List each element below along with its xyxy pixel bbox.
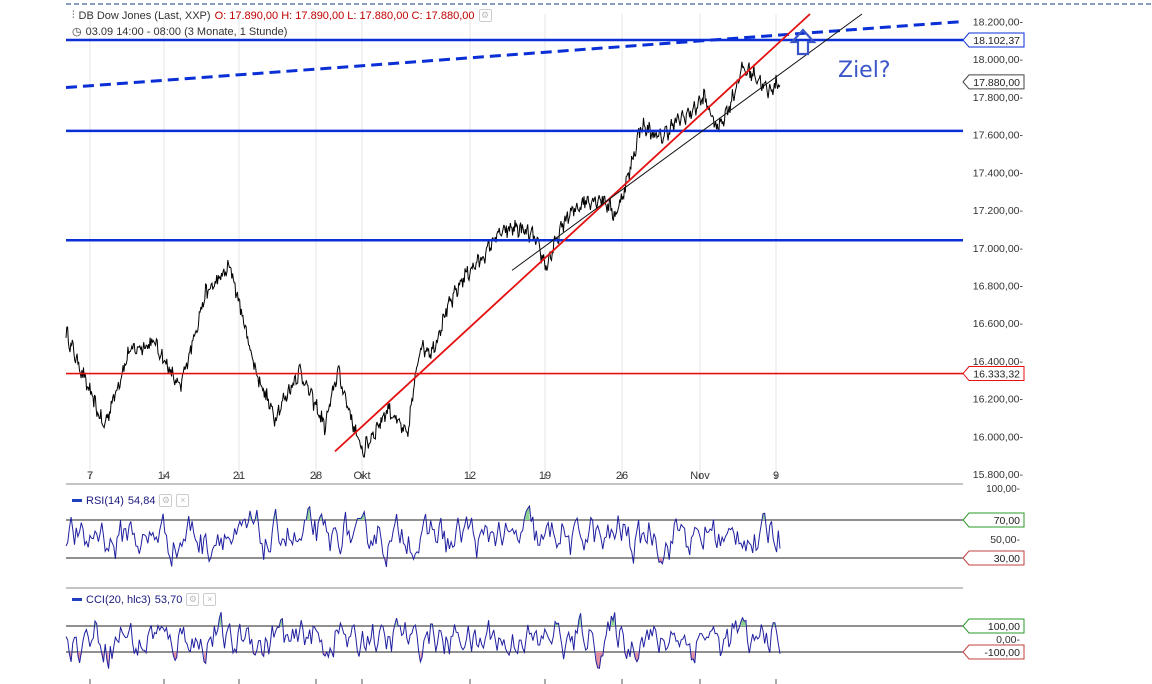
rsi-title: RSI(14) xyxy=(86,494,124,507)
x-tick-label: Okt xyxy=(353,470,370,482)
ohlc-label: O: 17.890,00 H: 17.890,00 L: 17.880,00 C… xyxy=(214,9,475,22)
cci-header: CCI(20, hlc3) 53,70 ⚙ × xyxy=(72,593,217,606)
price-panel-header: ⫶ DB Dow Jones (Last, XXP) O: 17.890,00 … xyxy=(72,9,492,22)
cci-tick-0: 0,00- xyxy=(996,634,1020,646)
cci-settings-icon[interactable]: ⚙ xyxy=(186,593,200,606)
dashed-trend-line xyxy=(65,20,964,90)
y-tick-label: 16.000,00- xyxy=(973,431,1024,443)
rsi-tick-50: 50,00- xyxy=(990,534,1020,546)
top-line-price-label: 18.102,37 xyxy=(973,35,1020,47)
range-header: ◷ 03.09 14:00 - 08:00 (3 Monate, 1 Stund… xyxy=(72,25,288,39)
up-arrow-icon xyxy=(789,28,817,56)
y-tick-label: 17.600,00- xyxy=(973,130,1024,142)
rsi-tick-100: 100,00- xyxy=(986,484,1020,495)
cci-line xyxy=(65,611,781,669)
red-line-price-label: 16.333,32 xyxy=(973,369,1020,381)
rsi-value: 54,84 xyxy=(127,494,156,507)
x-tick-label: 21 xyxy=(233,470,245,482)
y-tick-label: 15.800,00- xyxy=(973,469,1024,481)
last-price-label-box xyxy=(962,74,1025,90)
y-tick-label: 17.000,00- xyxy=(973,243,1024,255)
x-tick-label: 19 xyxy=(539,470,551,482)
y-tick-label: 16.200,00- xyxy=(973,394,1024,406)
rsi-legend-swatch xyxy=(72,499,82,502)
x-tick-label: 7 xyxy=(87,470,93,482)
y-tick-label: 17.400,00- xyxy=(973,167,1024,179)
rsi-overbought-fill xyxy=(762,513,765,520)
rsi-close-icon[interactable]: × xyxy=(176,494,190,507)
cci-tick-minus100: -100,00 xyxy=(984,647,1020,659)
cci-value: 53,70 xyxy=(154,593,183,606)
cci-tick-minus100-box xyxy=(962,644,1025,660)
cci-legend-swatch xyxy=(72,598,82,601)
cci-overbought-fill xyxy=(280,618,283,626)
cci-overbought-fill xyxy=(611,612,615,626)
y-tick-label: 17.200,00- xyxy=(973,205,1024,217)
instrument-label: DB Dow Jones (Last, XXP) xyxy=(78,9,211,22)
cci-close-icon[interactable]: × xyxy=(203,593,217,606)
rsi-header: RSI(14) 54,84 ⚙ × xyxy=(72,494,190,507)
cci-overbought-fill xyxy=(773,622,775,626)
settings-icon[interactable]: ⚙ xyxy=(478,9,492,22)
cci-overbought-fill xyxy=(219,612,222,626)
y-tick-label: 18.000,00- xyxy=(973,54,1024,66)
rsi-overbought-fill xyxy=(524,506,530,520)
x-tick-label: 28 xyxy=(310,470,322,482)
range-label: 03.09 14:00 - 08:00 (3 Monate, 1 Stunde) xyxy=(85,25,288,38)
y-tick-label: 16.400,00- xyxy=(973,356,1024,368)
cci-tick-100: 100,00 xyxy=(988,621,1020,633)
rsi-tick-30: 30,00 xyxy=(994,553,1020,565)
target-annotation: Ziel? xyxy=(838,58,891,83)
bars-icon: ⫶ xyxy=(72,10,75,21)
rsi-settings-icon[interactable]: ⚙ xyxy=(159,494,173,507)
rsi-overbought-fill xyxy=(357,511,365,520)
rsi-tick-30-box xyxy=(962,550,1025,566)
cci-tick-100-box xyxy=(962,618,1025,634)
y-tick-label: 18.200,00- xyxy=(973,17,1024,29)
x-tick-label: 12 xyxy=(464,470,476,482)
cci-oversold-fill xyxy=(204,652,206,664)
y-tick-label: 16.600,00- xyxy=(973,318,1024,330)
cci-overbought-fill xyxy=(555,621,559,626)
rsi-tick-70-box xyxy=(962,512,1025,528)
x-tick-label: 9 xyxy=(773,470,779,482)
price-series xyxy=(65,61,781,458)
x-tick-label: Nov xyxy=(690,470,710,482)
last-price-label: 17.880,00 xyxy=(973,77,1020,89)
red-line-price-label-box xyxy=(962,366,1025,382)
cci-title: CCI(20, hlc3) xyxy=(86,593,151,606)
y-tick-label: 17.800,00- xyxy=(973,92,1024,104)
red-trend-line xyxy=(334,13,811,453)
y-tick-label: 16.800,00- xyxy=(973,280,1024,292)
rsi-tick-70: 70,00 xyxy=(994,515,1020,527)
x-tick-label: 14 xyxy=(158,470,170,482)
clock-icon: ◷ xyxy=(72,26,82,38)
top-line-price-label-box xyxy=(962,32,1025,48)
rsi-line xyxy=(65,504,781,568)
black-trend-line xyxy=(511,13,863,271)
x-tick-label: 26 xyxy=(616,470,628,482)
